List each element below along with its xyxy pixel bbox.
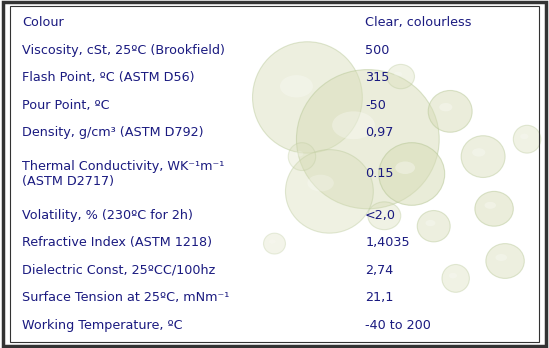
Text: Refractive Index (ASTM 1218): Refractive Index (ASTM 1218)	[22, 236, 212, 250]
Text: Colour: Colour	[22, 16, 64, 29]
Text: Volatility, % (230ºC for 2h): Volatility, % (230ºC for 2h)	[22, 209, 193, 222]
Text: Surface Tension at 25ºC, mNm⁻¹: Surface Tension at 25ºC, mNm⁻¹	[22, 292, 229, 304]
Text: Pour Point, ºC: Pour Point, ºC	[22, 98, 110, 112]
Ellipse shape	[442, 264, 469, 292]
Text: 21,1: 21,1	[365, 292, 394, 304]
Ellipse shape	[513, 125, 541, 153]
Ellipse shape	[461, 136, 505, 177]
Ellipse shape	[285, 150, 373, 233]
Text: <2,0: <2,0	[365, 209, 396, 222]
Ellipse shape	[296, 70, 439, 209]
Text: 500: 500	[365, 44, 389, 56]
Text: Clear, colourless: Clear, colourless	[365, 16, 472, 29]
Text: 0,97: 0,97	[365, 126, 394, 139]
Text: 1,4035: 1,4035	[365, 236, 410, 250]
Ellipse shape	[307, 175, 334, 191]
Ellipse shape	[376, 210, 386, 216]
Ellipse shape	[485, 202, 496, 209]
Ellipse shape	[428, 90, 472, 132]
Ellipse shape	[269, 239, 276, 244]
Text: Flash Point, ºC (ASTM D56): Flash Point, ºC (ASTM D56)	[22, 71, 194, 84]
Ellipse shape	[439, 103, 452, 111]
Text: 315: 315	[365, 71, 389, 84]
Ellipse shape	[253, 42, 362, 153]
Ellipse shape	[472, 148, 485, 157]
Ellipse shape	[425, 220, 435, 226]
Ellipse shape	[295, 151, 304, 157]
Ellipse shape	[520, 134, 528, 139]
Text: Viscosity, cSt, 25ºC (Brookfield): Viscosity, cSt, 25ºC (Brookfield)	[22, 44, 225, 56]
Text: Density, g/cm³ (ASTM D792): Density, g/cm³ (ASTM D792)	[22, 126, 204, 139]
Ellipse shape	[475, 191, 513, 226]
Text: Thermal Conductivity, WK⁻¹m⁻¹
(ASTM D2717): Thermal Conductivity, WK⁻¹m⁻¹ (ASTM D271…	[22, 160, 225, 188]
Ellipse shape	[368, 202, 401, 230]
Text: Working Temperature, ºC: Working Temperature, ºC	[22, 319, 183, 332]
Text: -50: -50	[365, 98, 386, 112]
Ellipse shape	[379, 143, 445, 205]
Text: 2,74: 2,74	[365, 264, 393, 277]
Text: 0.15: 0.15	[365, 167, 394, 181]
Ellipse shape	[496, 254, 507, 261]
Ellipse shape	[332, 111, 375, 139]
Ellipse shape	[486, 244, 524, 278]
Text: -40 to 200: -40 to 200	[365, 319, 431, 332]
Text: Dielectric Const, 25ºCC/100hz: Dielectric Const, 25ºCC/100hz	[22, 264, 215, 277]
Ellipse shape	[264, 233, 285, 254]
Ellipse shape	[280, 75, 313, 97]
Ellipse shape	[394, 72, 402, 77]
Ellipse shape	[395, 161, 415, 174]
Ellipse shape	[288, 143, 316, 171]
Ellipse shape	[417, 211, 450, 242]
Ellipse shape	[387, 64, 414, 89]
Ellipse shape	[449, 273, 457, 278]
